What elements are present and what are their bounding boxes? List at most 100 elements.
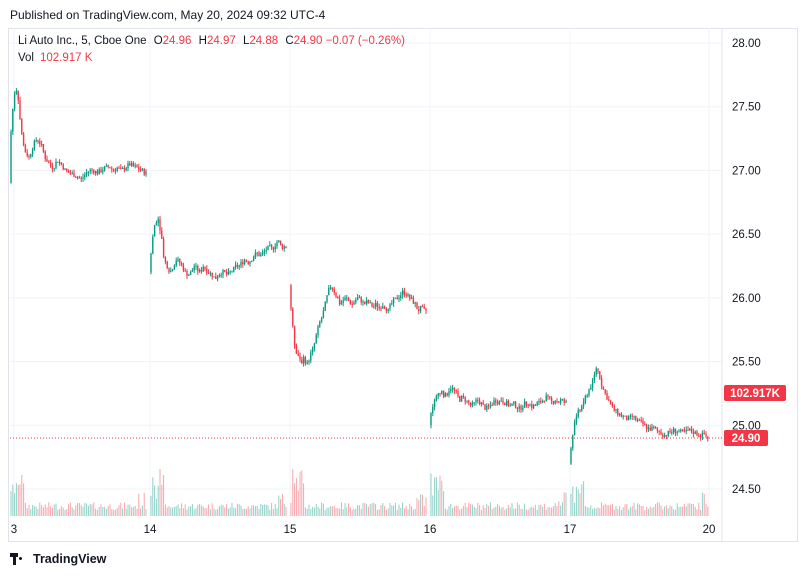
candle-body [118, 167, 120, 169]
candle-body [254, 253, 257, 258]
volume-bar [260, 503, 262, 516]
volume-bar [131, 507, 133, 516]
volume-bar [595, 508, 597, 516]
candle-body [462, 395, 465, 397]
volume-bar [604, 503, 606, 516]
candle-body [78, 177, 81, 179]
volume-bar [46, 507, 48, 516]
volume-bar [276, 508, 278, 516]
footer-brand[interactable]: TradingView [10, 552, 106, 566]
close-label: C [285, 35, 294, 47]
volume-bar [545, 509, 547, 516]
candle-body [430, 413, 432, 426]
volume-bar [581, 484, 583, 516]
candle-body [600, 378, 603, 387]
candle-body [51, 165, 54, 170]
candle-body [295, 345, 298, 354]
volume-bar [513, 508, 515, 516]
volume-bar [470, 504, 472, 516]
volume-bar [10, 491, 12, 516]
candle-body [620, 413, 623, 417]
candle-body [552, 401, 555, 404]
candle-body [674, 428, 677, 433]
volume-bar [263, 504, 265, 516]
candle-body [419, 306, 422, 312]
volume-bar [694, 506, 696, 516]
volume-bar [57, 509, 59, 516]
volume-bar [586, 507, 588, 516]
volume-bar [414, 508, 416, 516]
candle-body [672, 428, 675, 433]
volume-bar [649, 506, 651, 516]
volume-bar [75, 505, 77, 516]
volume-bar [357, 505, 359, 516]
volume-bar [488, 505, 490, 516]
volume-bar [48, 502, 50, 516]
candle-body [609, 400, 612, 405]
volume-bar [360, 509, 362, 516]
candle-body [581, 405, 583, 411]
volume-bar [152, 477, 154, 516]
candle-body [356, 297, 359, 301]
volume-bar [132, 506, 134, 516]
candle-body [698, 435, 700, 437]
candle-body [523, 401, 526, 408]
volume-bar [689, 503, 691, 516]
symbol-name[interactable]: Li Auto Inc., 5, Cboe One [18, 35, 147, 47]
volume-bar [644, 509, 646, 516]
candle-body [608, 399, 610, 401]
volume-bar [678, 506, 680, 516]
candle-body [150, 253, 152, 273]
volume-bar [349, 507, 351, 516]
volume-bar [24, 502, 26, 516]
candle-body [193, 266, 195, 271]
candle-body [565, 400, 567, 403]
y-tick-label: 24.50 [732, 484, 761, 496]
candle-body [326, 295, 328, 302]
candle-body [457, 391, 459, 397]
candle-body [554, 401, 556, 404]
volume-bar [606, 505, 608, 516]
volume-bar [120, 502, 122, 516]
volume-bar [536, 509, 538, 516]
volume-bar [522, 509, 524, 516]
candle-body [252, 257, 255, 262]
candle-body [138, 167, 140, 170]
candle-body [152, 236, 154, 254]
volume-bar [23, 483, 25, 516]
candle-body [58, 162, 61, 164]
open-label: O [153, 35, 163, 47]
candle-body [82, 177, 84, 179]
volume-bar [258, 509, 260, 516]
volume-bar [244, 508, 246, 516]
candle-body [509, 405, 511, 407]
volume-bar [405, 505, 407, 516]
volume-bar [134, 505, 136, 516]
candle-body [516, 407, 519, 409]
candle-body [638, 419, 641, 421]
volume-bar [628, 509, 630, 516]
candle-body [489, 404, 492, 406]
candle-body [394, 297, 397, 299]
volume-bar [448, 506, 450, 516]
volume-bar [211, 503, 213, 516]
candle-body [636, 419, 639, 421]
volume-bar [500, 507, 502, 516]
volume-bar [676, 503, 678, 516]
volume-bar [642, 505, 644, 516]
chart-frame[interactable] [8, 28, 798, 542]
candle-body [340, 302, 343, 305]
candle-body [532, 405, 535, 408]
volume-bar [157, 485, 159, 516]
open-value: 24.96 [162, 35, 192, 47]
candle-body [374, 302, 377, 307]
candle-body [582, 401, 585, 406]
candle-body [220, 274, 222, 276]
volume-bar [236, 503, 238, 516]
volume-bar [527, 509, 529, 516]
volume-bar [385, 509, 387, 516]
candle-body [694, 431, 696, 434]
volume-bar [402, 502, 404, 516]
candle-body [645, 424, 648, 430]
